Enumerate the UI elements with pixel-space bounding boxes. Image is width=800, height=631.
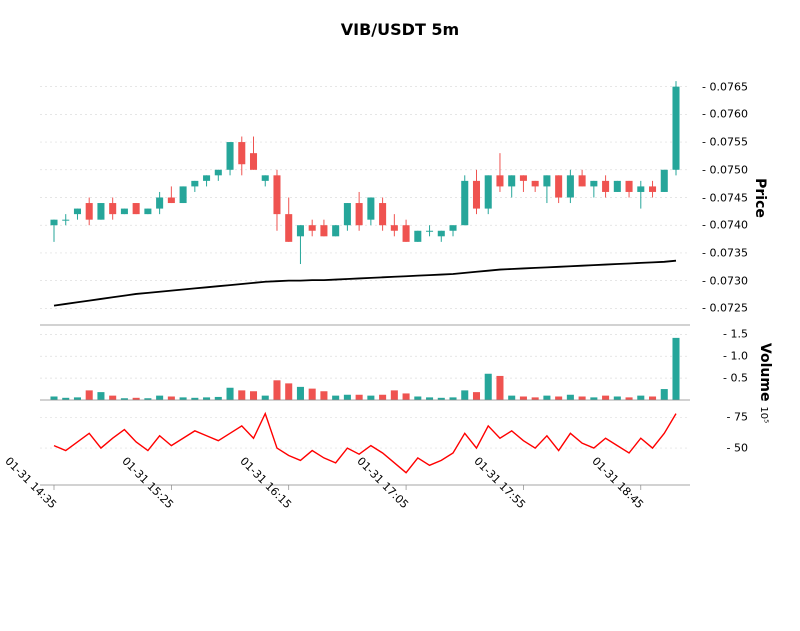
y-tick-label: - 0.0745 (702, 191, 748, 204)
y-tick-label: - 50 (727, 442, 748, 455)
y-tick-label: - 0.0740 (702, 219, 748, 232)
price-axis-label: Price (752, 178, 768, 218)
volume-axis-label: Volume 10⁵ (757, 343, 773, 423)
y-tick-label: - 0.0755 (702, 136, 748, 149)
y-tick-label: - 1.5 (723, 328, 748, 341)
y-tick-label: - 75 (727, 411, 748, 424)
y-tick-label: - 0.0760 (702, 108, 748, 121)
price-panel (40, 70, 690, 325)
chart-title: VIB/USDT 5m (341, 20, 459, 39)
plot-area: Price Volume 10⁵ - 0.0725- 0.0730- 0.073… (40, 70, 690, 520)
y-tick-label: - 1.0 (723, 350, 748, 363)
y-tick-label: - 0.0765 (702, 80, 748, 93)
y-tick-label: - 0.0750 (702, 163, 748, 176)
y-tick-label: - 0.0725 (702, 302, 748, 315)
y-tick-label: - 0.0735 (702, 246, 748, 259)
y-tick-label: - 0.5 (723, 372, 748, 385)
volume-panel (40, 330, 690, 400)
y-tick-label: - 0.0730 (702, 274, 748, 287)
candlestick-chart: VIB/USDT 5m Price Volume 10⁵ - 0.0725- 0… (40, 20, 760, 610)
